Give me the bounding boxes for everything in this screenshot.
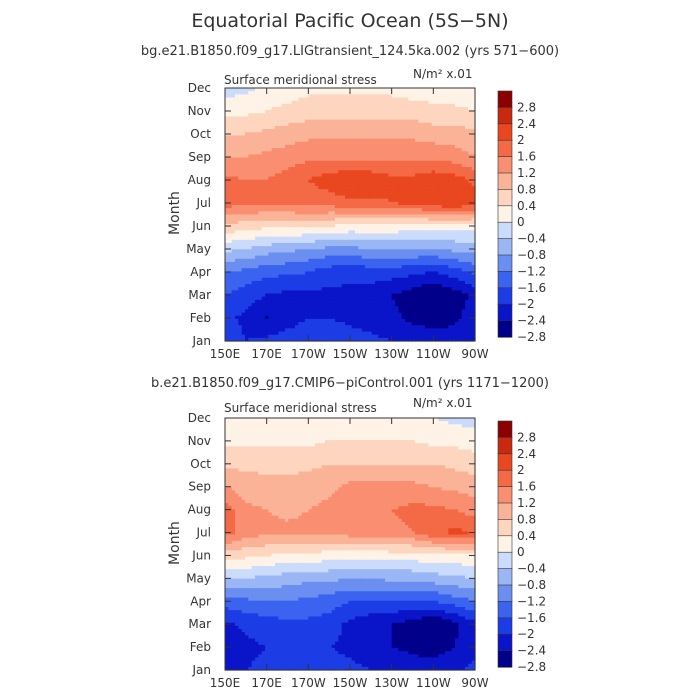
x-tick-label: 110W [416,347,451,361]
x-tick-label: 90W [461,676,488,690]
colorbar-tick-label: −0.4 [517,562,546,576]
colorbar-tick-label: 1.6 [517,150,536,164]
x-tick-label: 130W [374,676,409,690]
x-tick-label: 130W [374,347,409,361]
panel-1-units-label: N/m² x.01 [413,67,473,81]
y-tick-label: Oct [190,457,211,471]
x-tick-label: 170W [291,347,326,361]
colorbar-box [497,486,513,504]
colorbar-box [497,453,513,471]
x-tick-label: 150W [333,347,368,361]
colorbar-tick-label: 1.2 [517,166,536,180]
colorbar-box [497,551,513,570]
x-tick-label: 150E [210,347,241,361]
x-tick-label: 170W [291,676,326,690]
x-tick-label: 150E [210,676,241,690]
colorbar-box [497,584,513,603]
y-tick-label: Feb [190,311,211,325]
y-tick-label: Aug [188,173,211,187]
colorbar-tick-label: 1.6 [517,480,536,494]
panel-1-variable-label: Surface meridional stress [224,73,377,87]
y-tick-label: May [186,242,211,256]
colorbar-box [497,650,513,668]
y-tick-label: Dec [188,81,211,95]
colorbar-box [497,420,513,439]
panel-2-field [225,418,476,671]
colorbar-tick-label: −0.8 [517,578,546,592]
y-tick-label: Sep [188,150,211,164]
y-tick-label: Mar [188,288,211,302]
panel-2-colorbar [497,420,513,668]
colorbar-tick-label: 2.4 [517,117,536,131]
colorbar-box [497,633,513,652]
panel-1-field [225,88,476,342]
y-tick-label: Nov [188,434,211,448]
colorbar-tick-label: −2.8 [517,660,546,674]
y-tick-label: Feb [190,640,211,654]
x-tick-label: 170E [251,676,282,690]
colorbar-tick-label: 0.4 [517,529,536,543]
colorbar-box [497,568,513,586]
page-title: Equatorial Pacific Ocean (5S−5N) [191,10,509,32]
x-tick-label: 150W [333,676,368,690]
panel-2-variable-label: Surface meridional stress [224,401,377,415]
colorbar-box [497,437,513,455]
y-tick-label: Jun [191,548,211,562]
colorbar-box [497,502,513,521]
y-tick-label: Jan [192,334,212,348]
colorbar-box [497,320,513,338]
colorbar-box [497,469,513,488]
x-tick-label: 170E [251,347,282,361]
colorbar-tick-label: 2 [517,463,525,477]
colorbar-tick-label: −2.4 [517,314,546,328]
colorbar-tick-label: 2.8 [517,430,536,444]
y-tick-label: Mar [188,617,211,631]
colorbar-tick-label: 2.8 [517,100,536,114]
colorbar-tick-label: 0 [517,545,525,559]
y-tick-label: Aug [188,503,211,517]
colorbar-tick-label: −1.6 [517,611,546,625]
colorbar-tick-label: 0 [517,215,525,229]
colorbar-tick-label: −2 [517,627,535,641]
colorbar-tick-label: −2.4 [517,644,546,658]
panel-2-subtitle: b.e21.B1850.f09_g17.CMIP6−piControl.001 … [151,376,549,391]
y-tick-label: Sep [188,480,211,494]
colorbar-box [497,617,513,635]
colorbar-tick-label: −0.8 [517,248,546,262]
colorbar-tick-label: 2.4 [517,447,536,461]
x-tick-label: 110W [416,676,451,690]
colorbar-tick-label: −2.8 [517,330,546,344]
colorbar-tick-label: −1.6 [517,281,546,295]
colorbar-tick-label: −2 [517,297,535,311]
colorbar-tick-label: −1.2 [517,264,546,278]
colorbar-tick-label: 0.8 [517,512,536,526]
colorbar-tick-label: −1.2 [517,594,546,608]
panel-2-units-label: N/m² x.01 [413,396,473,410]
y-tick-label: Nov [188,104,211,118]
colorbar-tick-label: −0.4 [517,232,546,246]
y-tick-label: Apr [190,594,211,608]
y-tick-label: Apr [190,265,211,279]
panel-1-colorbar [497,90,513,338]
colorbar-tick-label: 2 [517,133,525,147]
y-tick-label: Jul [196,196,211,210]
colorbar-box [497,519,513,537]
y-tick-label: May [186,571,211,585]
colorbar-tick-label: 0.8 [517,182,536,196]
y-tick-label: Jun [191,219,211,233]
colorbar-box [497,601,513,619]
colorbar-tick-label: 0.4 [517,199,536,213]
colorbar-box [497,535,513,553]
y-tick-label: Jul [196,526,211,540]
x-tick-label: 90W [461,347,488,361]
y-tick-label: Jan [192,663,212,677]
panel-1-subtitle: bg.e21.B1850.f09_g17.LIGtransient_124.5k… [140,44,560,59]
y-tick-label: Oct [190,127,211,141]
colorbar-tick-label: 1.2 [517,496,536,510]
y-tick-label: Dec [188,411,211,425]
